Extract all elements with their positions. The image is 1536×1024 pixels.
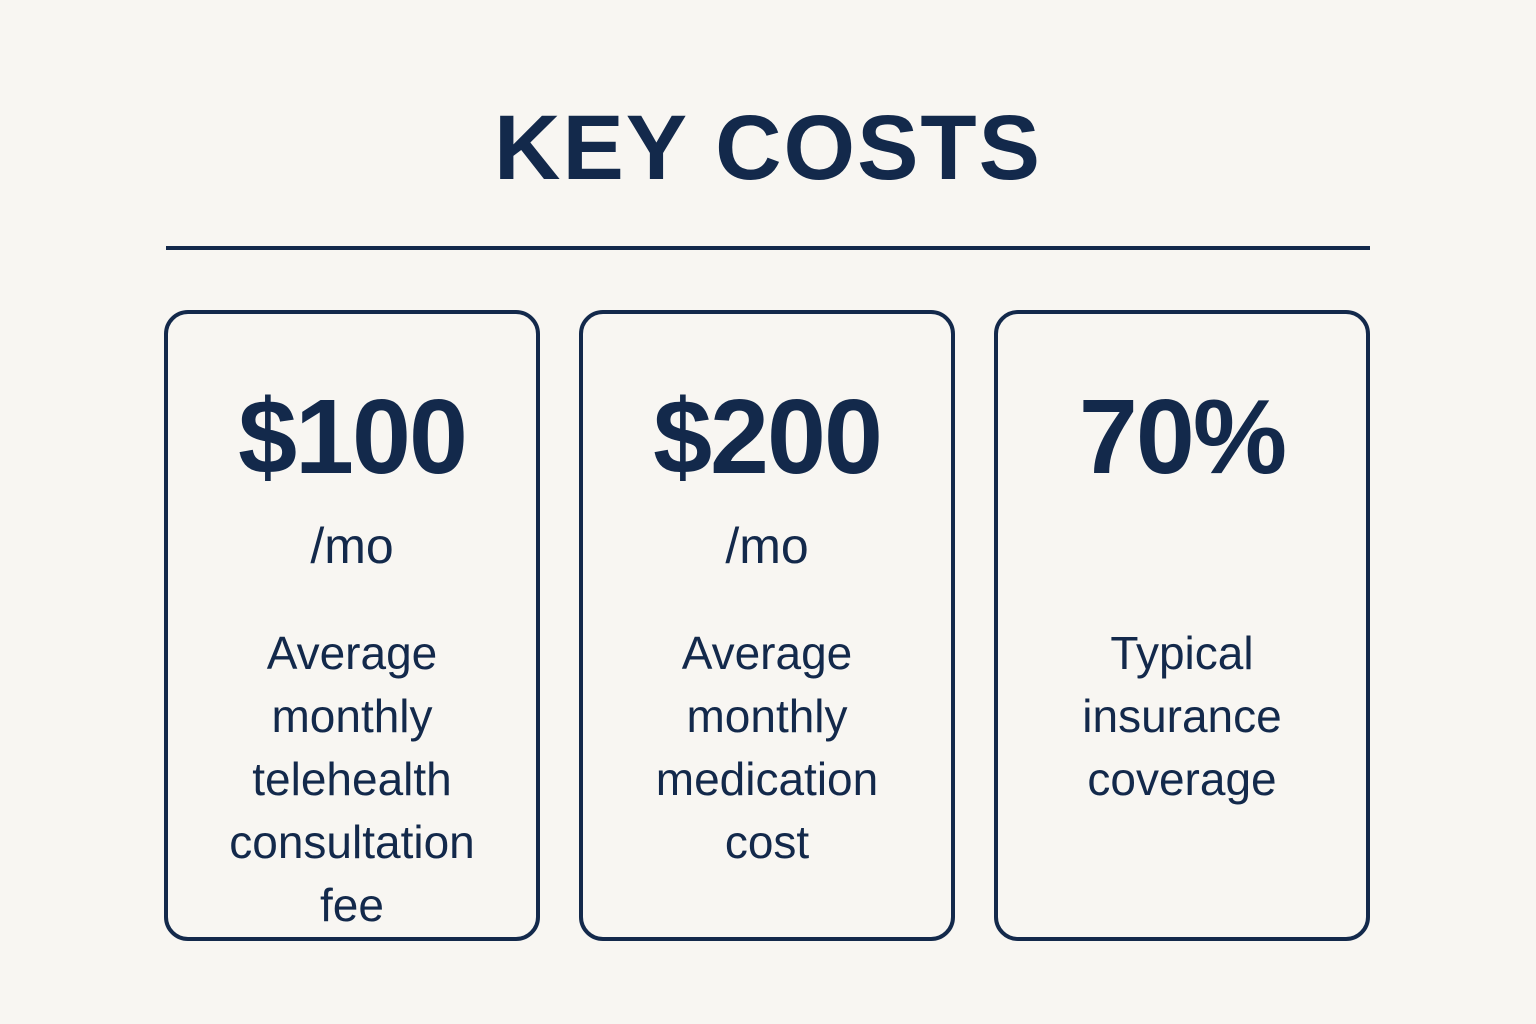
- stat-description: Typical insurance coverage: [1008, 622, 1356, 811]
- page-title: KEY COSTS: [494, 97, 1042, 199]
- stat-value: $100: [238, 378, 468, 496]
- stat-card-insurance-coverage: 70% Typical insurance coverage: [994, 310, 1370, 941]
- stat-card-telehealth-fee: $100 /mo Average monthly telehealth cons…: [164, 310, 540, 941]
- stat-description-line: medication: [655, 753, 879, 805]
- stat-value: 70%: [1078, 378, 1287, 496]
- stat-description: Average monthly medication cost: [593, 622, 941, 874]
- stat-description-line: Average: [681, 627, 853, 679]
- stat-description-line: cost: [724, 816, 810, 868]
- stat-description-line: consultation: [229, 816, 475, 868]
- stat-description-line: Average: [266, 627, 438, 679]
- stat-description-line: monthly: [686, 690, 848, 742]
- stat-description-line: Typical: [1110, 627, 1254, 679]
- stat-description-line: monthly: [271, 690, 433, 742]
- title-divider: [166, 246, 1370, 250]
- stat-description-line: fee: [320, 879, 384, 931]
- stat-description-line: telehealth: [252, 753, 452, 805]
- stat-description-line: coverage: [1087, 753, 1277, 805]
- stat-description-line: insurance: [1082, 690, 1282, 742]
- stat-unit: /mo: [725, 518, 809, 574]
- stat-description: Average monthly telehealth consultation …: [178, 622, 526, 937]
- stat-unit: /mo: [310, 518, 394, 574]
- stat-value: $200: [653, 378, 883, 496]
- stat-card-medication-cost: $200 /mo Average monthly medication cost: [579, 310, 955, 941]
